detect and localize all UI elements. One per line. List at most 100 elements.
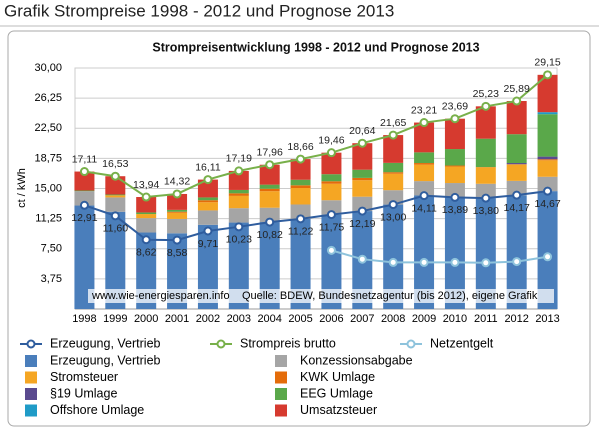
bar-segment (197, 179, 218, 198)
legend-label: Stromsteuer (50, 370, 118, 384)
point (357, 138, 367, 148)
bar-segment (321, 181, 342, 184)
y-axis-label: ct / kWh (16, 168, 28, 208)
bar-segment (444, 165, 465, 167)
bar-segment (506, 180, 527, 196)
bar-segment (383, 204, 404, 309)
x-tick-label: 2008 (381, 313, 405, 325)
bar-segment (228, 193, 249, 196)
point (265, 217, 275, 227)
bar-segment (167, 218, 188, 234)
bar-segment (259, 188, 280, 192)
point (203, 226, 213, 236)
point (450, 192, 460, 202)
point (388, 130, 398, 140)
bar-segment (537, 114, 558, 157)
legend-label: Konzessionsabgabe (300, 353, 413, 367)
point (419, 118, 429, 128)
bar-segment (414, 181, 435, 196)
chart-title: Strompreisentwicklung 1998 - 2012 und Pr… (152, 40, 479, 54)
point (296, 154, 306, 164)
x-tick-label: 2013 (535, 313, 559, 325)
bar-segment (136, 214, 157, 219)
bar-segment (444, 149, 465, 166)
point (172, 189, 182, 199)
bar-segment (414, 122, 435, 153)
bar-segment (321, 183, 342, 201)
legend-label: Offshore Umlage (50, 403, 144, 417)
bar-segment (290, 188, 311, 205)
data-label: 11,60 (103, 223, 129, 235)
legend-label: Erzeugung, Vertrieb (50, 353, 161, 367)
data-label: 17,96 (257, 147, 283, 159)
legend-label: Netzentgelt (430, 336, 494, 350)
point (326, 210, 336, 220)
bar-segment (167, 212, 188, 219)
point (512, 96, 522, 106)
x-tick-label: 2000 (134, 313, 158, 325)
legend-label: KWK Umlage (300, 370, 375, 384)
bar-segment (444, 166, 465, 184)
bar-segment (352, 177, 373, 181)
bar-segment (414, 163, 435, 165)
point (172, 235, 182, 245)
data-label: 9,71 (198, 238, 219, 250)
annotation-bg (88, 289, 554, 303)
data-label: 17,11 (72, 153, 98, 165)
data-label: 25,23 (473, 88, 499, 100)
data-label: 25,89 (504, 83, 530, 95)
data-label: 12,19 (349, 218, 375, 230)
bar-segment (136, 197, 157, 213)
bar-segment (259, 164, 280, 185)
bar-segment (383, 190, 404, 205)
bar-segment (475, 106, 496, 139)
legend-label: Strompreis brutto (240, 336, 336, 350)
bar-segment (537, 159, 558, 161)
legend-label: EEG Umlage (300, 386, 373, 400)
point (79, 167, 89, 177)
y-tick-label: 18,75 (34, 152, 62, 164)
data-label: 13,94 (133, 179, 159, 191)
bar-segment (105, 195, 126, 198)
point (357, 206, 367, 216)
bar-segment (475, 183, 496, 199)
data-label: 16,53 (102, 158, 128, 170)
bar-segment (383, 135, 404, 163)
x-tick-label: 1998 (72, 313, 96, 325)
bar-segment (537, 160, 558, 177)
bar-segment (290, 204, 311, 219)
legend-swatch (25, 371, 37, 384)
bar-segment (105, 176, 126, 195)
bar-segment (352, 143, 373, 170)
x-tick-label: 2002 (196, 313, 220, 325)
annotation: www.wie-energiesparen.info (91, 290, 230, 302)
y-tick-label: 7,50 (41, 243, 62, 255)
x-tick-label: 2001 (165, 313, 189, 325)
legend-label: Umsatzsteuer (300, 403, 377, 417)
bar-segment (506, 164, 527, 181)
data-label: 14,67 (534, 198, 560, 210)
bar-segment (74, 190, 95, 192)
bar-segment (228, 208, 249, 223)
bar-segment (352, 180, 373, 197)
legend-swatch (275, 371, 287, 384)
x-tick-label: 1999 (103, 313, 127, 325)
point (265, 160, 275, 170)
point (79, 200, 89, 210)
bar-segment (414, 152, 435, 164)
point (481, 193, 491, 203)
legend-marker (406, 339, 416, 349)
legend-swatch (275, 388, 287, 400)
point (234, 166, 244, 176)
bar-segment (506, 101, 527, 135)
point (388, 257, 398, 267)
legend-swatch (275, 404, 287, 417)
bar-segment (352, 169, 373, 178)
data-label: 10,82 (257, 229, 283, 241)
bar-segment (228, 170, 249, 190)
line (84, 190, 548, 242)
bar-segment (290, 179, 311, 186)
data-label: 29,15 (534, 57, 560, 69)
bar-segment (321, 174, 342, 182)
